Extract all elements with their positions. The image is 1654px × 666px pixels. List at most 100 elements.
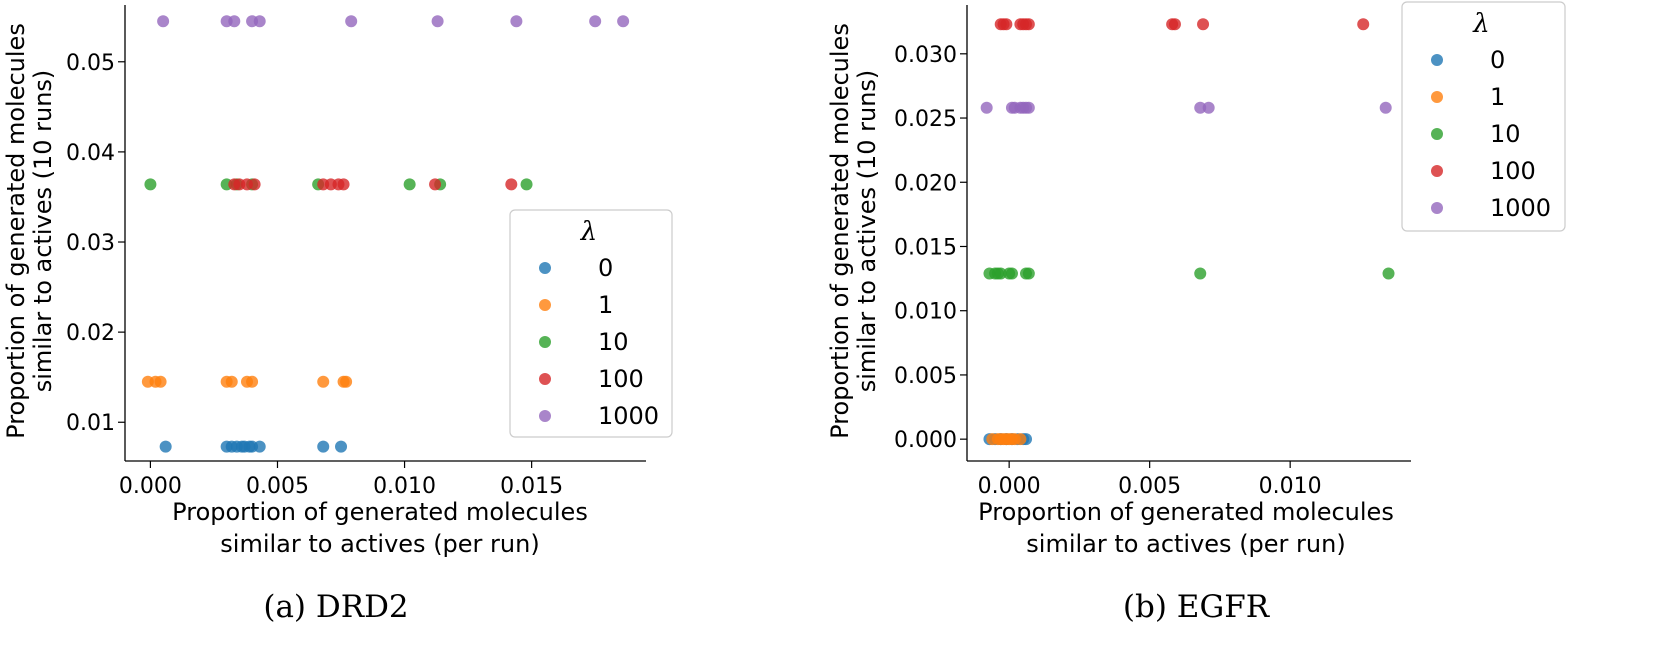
data-point (340, 375, 353, 388)
series-100 (228, 178, 518, 191)
x-tick-label: 0.005 (246, 474, 309, 499)
x-tick-label: 0.010 (373, 474, 436, 499)
data-point (335, 440, 348, 453)
legend-marker (1431, 128, 1443, 140)
data-point (1168, 18, 1181, 31)
legend-label: 10 (598, 328, 629, 356)
y-tick-label: 0.025 (894, 107, 957, 132)
y-tick-label: 0.005 (894, 364, 957, 389)
y-tick-label: 0.02 (66, 321, 115, 346)
y-tick-label: 0.000 (894, 428, 957, 453)
data-point (1382, 267, 1395, 280)
series-1 (141, 375, 353, 388)
data-point (1005, 267, 1018, 280)
data-point (1194, 267, 1207, 280)
data-point (159, 440, 172, 453)
legend-label: 100 (598, 365, 644, 393)
x-axis-label: similar to actives (per run) (1026, 530, 1345, 558)
x-tick-label: 0.005 (1118, 474, 1181, 499)
data-point (248, 178, 261, 191)
data-point (510, 15, 523, 28)
data-point (520, 178, 533, 191)
series-1 (986, 433, 1027, 446)
data-point (154, 375, 167, 388)
legend-marker (1431, 91, 1443, 103)
y-tick-label: 0.04 (66, 141, 115, 166)
series-100 (994, 18, 1370, 31)
data-point (980, 101, 993, 114)
series-10 (983, 267, 1395, 280)
series-1000 (980, 101, 1392, 114)
legend-label: 1000 (598, 402, 659, 430)
y-tick-label: 0.030 (894, 43, 957, 68)
data-point (228, 15, 241, 28)
legend-title: λ (580, 217, 597, 247)
legend-label: 1 (598, 291, 613, 319)
data-point (1022, 18, 1035, 31)
x-axis-label: Proportion of generated molecules (978, 498, 1394, 526)
legend-title: λ (1472, 9, 1489, 39)
y-tick-label: 0.01 (66, 411, 115, 436)
series-1000 (157, 15, 630, 28)
data-point (225, 375, 238, 388)
data-point (429, 178, 442, 191)
data-point (253, 15, 266, 28)
y-tick-label: 0.010 (894, 300, 957, 325)
data-point (589, 15, 602, 28)
legend-marker (539, 262, 551, 274)
y-axis-label: similar to actives (10 runs) (29, 70, 57, 393)
data-point (157, 15, 170, 28)
x-tick-label: 0.000 (978, 474, 1041, 499)
series-0 (159, 440, 348, 453)
x-tick-label: 0.010 (1259, 474, 1322, 499)
data-point (617, 15, 630, 28)
data-point (505, 178, 518, 191)
chart-panel-0: 0.01 0.02 0.03 0.04 0.05 0.000 0.005 0.010 0.015… (2, 5, 673, 625)
legend-label: 1000 (1490, 194, 1551, 222)
legend-label: 1 (1490, 83, 1505, 111)
data-point (1357, 18, 1370, 31)
y-tick-label: 0.05 (66, 51, 115, 76)
x-tick-label: 0.015 (500, 474, 563, 499)
legend-marker (1431, 54, 1443, 66)
legend-marker (539, 299, 551, 311)
data-point (1022, 101, 1035, 114)
y-axis-label: Proportion of generated molecules (2, 23, 30, 439)
data-point (1000, 18, 1013, 31)
data-point (1022, 267, 1035, 280)
legend-marker (1431, 202, 1443, 214)
data-point (337, 178, 350, 191)
legend-label: 0 (1490, 46, 1505, 74)
data-point (1194, 101, 1207, 114)
data-point (144, 178, 157, 191)
x-tick-label: 0.000 (119, 474, 182, 499)
data-point (1379, 101, 1392, 114)
data-point (345, 15, 358, 28)
x-axis-label: Proportion of generated molecules (172, 498, 588, 526)
chart-panel-1: 0.000 0.005 0.010 0.015 0.020 0.025 0.030 0.000… (826, 1, 1566, 625)
data-point (1014, 433, 1027, 446)
data-point (431, 15, 444, 28)
data-point (317, 440, 330, 453)
y-tick-label: 0.015 (894, 235, 957, 260)
legend-marker (539, 336, 551, 348)
panel-caption: (b) EGFR (1123, 589, 1271, 625)
data-point (1202, 101, 1215, 114)
y-axis-label: Proportion of generated molecules (826, 23, 854, 439)
legend-marker (1431, 165, 1443, 177)
legend-marker (539, 373, 551, 385)
y-tick-label: 0.020 (894, 171, 957, 196)
x-axis-label: similar to actives (per run) (220, 530, 539, 558)
data-point (246, 375, 259, 388)
data-point (994, 267, 1007, 280)
data-point (253, 440, 266, 453)
legend-label: 100 (1490, 157, 1536, 185)
data-point (403, 178, 416, 191)
panel-caption: (a) DRD2 (263, 589, 408, 625)
legend-label: 10 (1490, 120, 1521, 148)
y-tick-label: 0.03 (66, 231, 115, 256)
data-point (1197, 18, 1210, 31)
legend: λ0 1 10 100 1000 (509, 209, 673, 438)
y-axis-label: similar to actives (10 runs) (853, 70, 881, 393)
